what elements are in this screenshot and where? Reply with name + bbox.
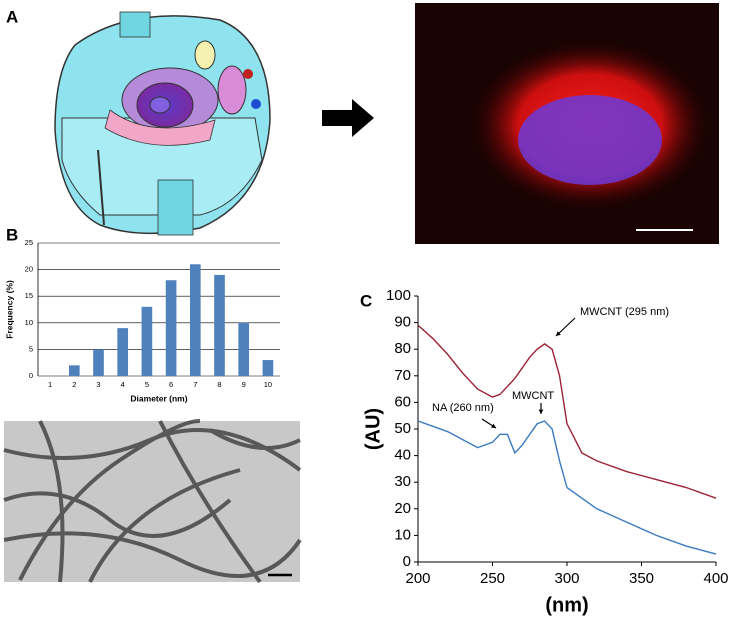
bar	[117, 328, 129, 376]
bar	[238, 322, 250, 376]
y-tick-label: 70	[394, 367, 411, 384]
y-tick-label: 10	[25, 318, 33, 327]
y-tick-label: 20	[394, 500, 411, 517]
x-tick-label: 400	[703, 570, 728, 587]
x-tick-label: 1	[48, 380, 52, 389]
arrow-head	[491, 423, 496, 428]
y-tick-label: 25	[25, 238, 33, 247]
x-tick-label: 300	[554, 570, 579, 587]
bar	[165, 280, 177, 376]
y-tick-label: 0	[403, 553, 411, 570]
bar	[189, 264, 201, 376]
y-tick-label: 40	[394, 447, 411, 464]
y-tick-label: 80	[394, 340, 411, 357]
y-tick-label: 30	[394, 473, 411, 490]
x-tick-label: 8	[217, 380, 221, 389]
x-axis-label: (nm)	[545, 594, 588, 616]
arrow-head	[538, 409, 544, 414]
annotation: NA (260 nm)	[432, 402, 494, 414]
x-tick-label: 250	[480, 570, 505, 587]
y-tick-label: 60	[394, 393, 411, 410]
x-tick-label: 200	[405, 570, 430, 587]
bar	[141, 306, 153, 376]
x-tick-label: 9	[242, 380, 246, 389]
cell-diagram	[54, 11, 271, 236]
bar	[214, 274, 225, 376]
x-tick-label: 6	[169, 380, 173, 389]
y-tick-label: 20	[25, 265, 33, 274]
x-axis-label: Diameter (nm)	[130, 393, 187, 403]
x-tick-label: 4	[121, 380, 125, 389]
x-tick-label: 7	[193, 380, 197, 389]
series-line	[417, 420, 717, 555]
y-axis-label: Frequency (%)	[4, 280, 14, 339]
tem-image	[3, 419, 302, 584]
x-tick-label: 3	[96, 380, 100, 389]
x-tick-label: 2	[72, 380, 76, 389]
annotation: MWCNT (295 nm)	[580, 306, 669, 318]
panel-label: B	[6, 225, 18, 244]
y-tick-label: 0	[29, 371, 33, 380]
bar	[68, 365, 80, 376]
y-tick-label: 10	[394, 526, 411, 543]
x-tick-label: 10	[264, 380, 272, 389]
series-line	[417, 324, 717, 499]
fluorescence-image	[415, 3, 719, 244]
bar	[93, 349, 104, 376]
panel-label: A	[6, 7, 18, 26]
y-tick-label: 15	[25, 291, 33, 300]
y-tick-label: 50	[394, 420, 411, 437]
arrow	[322, 99, 374, 137]
x-tick-label: 350	[629, 570, 654, 587]
arrow-head	[556, 331, 561, 336]
panel-label: C	[360, 291, 372, 310]
x-tick-label: 5	[145, 380, 149, 389]
y-tick-label: 100	[386, 287, 411, 304]
y-tick-label: 5	[29, 344, 33, 353]
y-axis-label: (AU)	[362, 408, 384, 450]
y-tick-label: 90	[394, 314, 411, 331]
annotation: MWCNT	[512, 390, 554, 402]
bar	[262, 360, 274, 376]
